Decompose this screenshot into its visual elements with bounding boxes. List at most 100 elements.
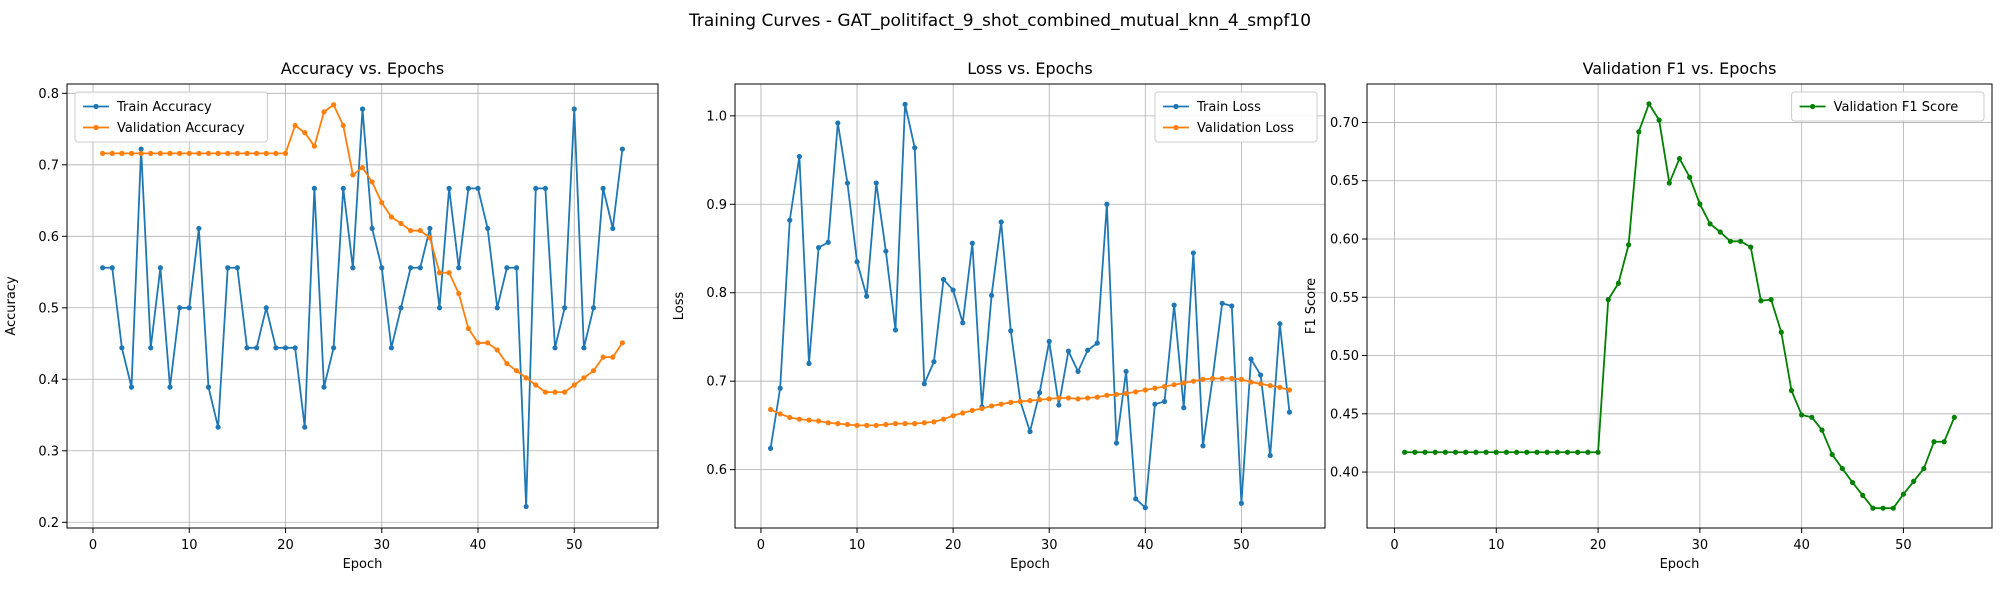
data-point-validation-f1-score <box>1585 449 1591 455</box>
data-point-validation-accuracy <box>128 150 135 156</box>
data-point-validation-f1-score <box>1514 449 1520 455</box>
data-point-validation-loss <box>912 421 918 427</box>
y-tick-label: 0.5 <box>38 301 59 316</box>
data-point-validation-f1-score <box>1758 298 1764 304</box>
data-point-validation-accuracy <box>282 150 289 156</box>
y-tick-label: 0.4 <box>38 373 59 388</box>
data-point-validation-accuracy <box>234 150 240 156</box>
axes-frame <box>734 83 1326 529</box>
data-point-validation-accuracy <box>157 150 163 156</box>
x-tick-label: 30 <box>1041 538 1058 553</box>
data-point-validation-f1-score <box>1870 505 1876 511</box>
data-point-train-loss <box>1229 303 1235 309</box>
data-point-train-loss <box>873 180 879 186</box>
data-point-validation-accuracy <box>504 360 510 367</box>
legend-frame <box>1791 91 1985 122</box>
data-point-validation-f1-score <box>1473 449 1479 455</box>
data-point-validation-f1-score <box>1402 449 1408 455</box>
data-point-validation-loss <box>1286 387 1293 393</box>
series-line-train-loss <box>769 103 1291 509</box>
data-point-train-loss <box>854 259 860 265</box>
legend: Validation F1 Score <box>1791 91 1985 122</box>
x-tick-label: 30 <box>1692 538 1709 553</box>
data-point-train-accuracy <box>100 265 106 271</box>
data-point-validation-f1-score <box>1727 238 1733 244</box>
data-point-train-loss <box>1286 409 1293 415</box>
data-point-validation-accuracy <box>331 102 337 108</box>
legend-label: Validation Accuracy <box>117 121 245 136</box>
data-point-validation-loss <box>902 421 908 427</box>
data-point-validation-loss <box>844 421 851 428</box>
subplot-loss-vs-epochs: 0 10 20 30 40 50 0.6 0.7 0.8 0.9 1.0 Loss vs. Epoch… <box>672 59 1326 572</box>
x-tick-label: 10 <box>849 538 866 553</box>
data-point-train-loss <box>1219 300 1225 306</box>
y-tick-label: 0.9 <box>706 198 727 213</box>
data-point-validation-f1-score <box>1463 449 1469 455</box>
data-point-train-accuracy <box>167 384 173 390</box>
data-point-validation-f1-score <box>1656 117 1662 123</box>
data-point-validation-f1-score <box>1788 387 1795 394</box>
data-point-validation-accuracy <box>446 270 452 276</box>
data-point-validation-f1-score <box>1737 238 1744 244</box>
data-point-validation-accuracy <box>571 382 577 388</box>
data-point-train-accuracy <box>533 185 539 191</box>
series-line-validation-accuracy <box>102 103 624 394</box>
data-point-validation-loss <box>979 405 985 412</box>
data-point-validation-accuracy <box>215 150 221 156</box>
data-point-train-loss <box>1094 340 1100 346</box>
data-point-train-accuracy <box>282 345 289 351</box>
data-point-train-accuracy <box>571 106 577 112</box>
data-point-validation-f1-score <box>1911 478 1917 484</box>
data-point-validation-accuracy <box>456 290 462 297</box>
y-tick-label: 0.60 <box>1330 232 1359 247</box>
data-point-validation-loss <box>1085 395 1091 401</box>
x-tick-label: 0 <box>757 538 765 553</box>
data-point-train-accuracy <box>109 265 115 271</box>
data-point-validation-loss <box>777 411 783 417</box>
data-point-train-accuracy <box>542 185 548 191</box>
data-point-validation-f1-score <box>1778 329 1784 335</box>
data-point-validation-f1-score <box>1799 412 1805 418</box>
data-point-validation-f1-score <box>1524 449 1530 455</box>
x-tick-label: 30 <box>373 538 390 553</box>
data-point-train-loss <box>1142 505 1148 511</box>
data-point-validation-accuracy <box>148 150 154 156</box>
data-point-validation-loss <box>796 416 802 422</box>
data-point-train-accuracy <box>465 185 471 191</box>
data-point-train-loss <box>892 327 899 333</box>
data-point-validation-loss <box>806 417 812 423</box>
data-point-train-loss <box>940 276 947 283</box>
data-point-train-loss <box>806 360 812 367</box>
y-tick-label: 0.2 <box>38 516 59 531</box>
data-point-train-loss <box>1123 368 1129 375</box>
x-tick-label: 0 <box>89 538 97 553</box>
data-point-validation-accuracy <box>359 165 366 171</box>
data-point-validation-accuracy <box>600 354 606 360</box>
data-point-validation-accuracy <box>590 368 597 374</box>
legend-swatch-marker <box>93 124 99 131</box>
data-point-validation-accuracy <box>263 150 269 156</box>
data-point-train-loss <box>1248 356 1254 362</box>
y-tick-label: 1.0 <box>706 109 727 124</box>
data-point-validation-accuracy <box>225 150 231 156</box>
data-point-validation-accuracy <box>542 389 548 395</box>
data-point-train-accuracy <box>138 146 144 152</box>
data-point-train-loss <box>931 359 937 365</box>
data-point-train-accuracy <box>350 265 356 271</box>
data-point-train-loss <box>777 385 783 391</box>
data-point-validation-loss <box>1229 375 1235 382</box>
data-point-train-loss <box>1113 440 1120 446</box>
data-point-validation-loss <box>1075 396 1081 402</box>
subplot-accuracy-vs-epochs: 0 10 20 30 40 50 0.2 0.3 0.4 0.5 0.6 0.7 0.8 Accuracy… <box>4 59 659 572</box>
data-point-train-loss <box>835 120 841 126</box>
data-point-validation-f1-score <box>1534 449 1540 455</box>
x-tick-label: 20 <box>277 538 294 553</box>
data-point-validation-accuracy <box>398 220 404 227</box>
x-tick-label: 20 <box>1590 538 1607 553</box>
data-point-train-accuracy <box>523 503 529 510</box>
y-tick-label: 0.45 <box>1330 407 1359 422</box>
data-point-train-loss <box>1037 390 1043 396</box>
data-point-validation-f1-score <box>1626 242 1632 248</box>
y-tick-label: 0.50 <box>1330 349 1359 364</box>
data-point-validation-accuracy <box>513 368 520 374</box>
